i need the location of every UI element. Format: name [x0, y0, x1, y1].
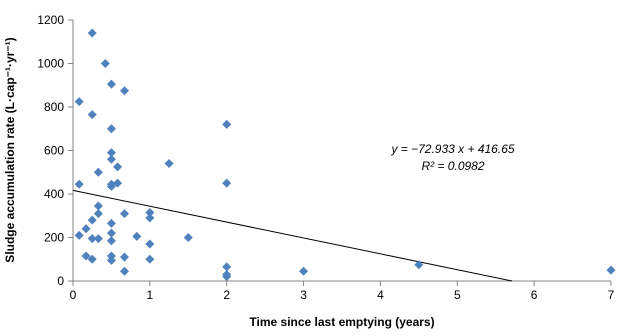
x-tick-label: 1: [147, 288, 154, 302]
x-tick-label: 4: [377, 288, 384, 302]
data-points: [74, 28, 616, 282]
y-tick-label: 200: [44, 231, 64, 245]
data-point: [87, 234, 97, 244]
data-point: [145, 254, 155, 264]
data-point: [106, 255, 116, 265]
data-point: [222, 119, 232, 129]
x-tick-label: 0: [70, 288, 77, 302]
data-point: [87, 254, 97, 264]
x-tick-label: 7: [608, 288, 615, 302]
data-point: [113, 162, 123, 172]
x-axis-title: Time since last emptying (years): [249, 315, 434, 329]
data-point: [106, 228, 116, 238]
data-point: [74, 97, 84, 107]
trendline-equation: y = −72.933 x + 416.65: [390, 142, 514, 156]
data-point: [145, 213, 155, 223]
y-tick-label: 1200: [37, 13, 64, 27]
data-point: [100, 59, 110, 68]
data-point: [106, 124, 116, 134]
data-point: [93, 234, 103, 244]
data-point: [299, 266, 309, 276]
data-point: [222, 178, 232, 188]
data-point: [106, 148, 116, 158]
axes: [72, 20, 611, 282]
data-point: [119, 86, 129, 96]
data-point: [119, 209, 129, 219]
data-point: [113, 178, 123, 188]
data-point: [119, 266, 129, 276]
y-tick-labels: 0 200 400 600 800 1000 1200: [37, 13, 64, 288]
data-point: [106, 218, 116, 228]
data-point: [606, 265, 616, 275]
y-tick-label: 600: [44, 144, 64, 158]
data-point: [222, 272, 232, 282]
y-tick-label: 800: [44, 100, 64, 114]
x-tick-label: 5: [454, 288, 461, 302]
trendline: [72, 189, 513, 282]
data-point: [87, 28, 97, 38]
data-point: [119, 252, 129, 262]
x-tick-label: 2: [223, 288, 230, 302]
data-point: [87, 110, 97, 120]
trendline-group: [72, 189, 513, 282]
data-point: [106, 154, 116, 164]
data-point: [87, 215, 97, 225]
data-point: [106, 79, 116, 89]
data-point: [222, 262, 232, 272]
y-tick-label: 1000: [37, 57, 64, 71]
data-point: [164, 159, 174, 169]
data-point: [81, 224, 91, 234]
y-tick-label: 400: [44, 187, 64, 201]
data-point: [145, 239, 155, 249]
tick-marks: [68, 19, 612, 286]
r-squared-label: R² = 0.0982: [421, 159, 484, 173]
y-axis-title: Sludge accumulation rate (L·cap⁻¹·yr⁻¹): [3, 37, 17, 262]
data-point: [132, 231, 142, 241]
x-tick-label: 6: [531, 288, 538, 302]
x-tick-labels: 0 1 2 3 4 5 6 7: [70, 288, 615, 302]
data-point: [93, 167, 103, 177]
data-point: [106, 181, 116, 191]
data-point: [93, 201, 103, 211]
data-point: [414, 260, 424, 270]
data-point: [145, 207, 155, 217]
data-point: [74, 230, 84, 240]
data-point: [81, 251, 91, 261]
y-tick-label: 0: [57, 274, 64, 288]
x-tick-label: 3: [300, 288, 307, 302]
data-point: [106, 236, 116, 246]
data-point: [183, 233, 193, 242]
data-point: [93, 209, 103, 219]
data-point: [74, 179, 84, 189]
